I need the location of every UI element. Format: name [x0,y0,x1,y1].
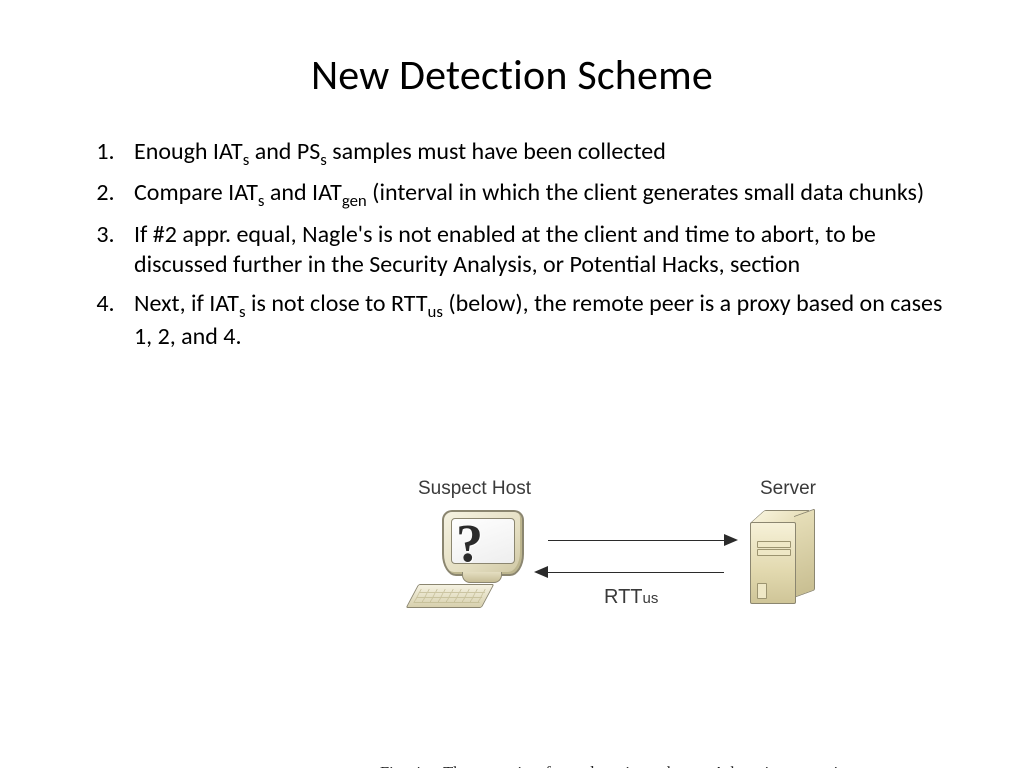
subscript: us [428,301,443,322]
server-front-icon [750,522,796,604]
arrows-icon [548,532,738,586]
figure-number: Fig. 4. [380,763,425,768]
subscript: s [320,149,327,170]
figure-row: ? RTTus [380,506,940,616]
text: samples must have been collected [327,137,666,166]
drive-bay-icon [757,549,791,556]
monitor-icon [442,510,524,576]
subscript: s [239,301,246,322]
keyboard-icon [406,584,495,608]
text: and IAT [264,178,341,207]
text: If #2 appr. equal, Nagle's is not enable… [134,220,876,280]
question-mark-icon: ? [456,516,483,570]
arrow-left-head-icon [534,566,548,578]
suspect-host-icon: ? [412,510,532,610]
drive-bay-icon [757,541,791,548]
figure: Suspect Host Server ? RTTus [380,478,940,768]
rtt-label: RTTus [604,586,658,609]
list-item: If #2 appr. equal, Nagle's is not enable… [120,220,964,281]
server-label: Server [760,478,816,500]
rtt-subscript: us [643,590,659,607]
text: Compare IAT [134,178,258,207]
list-item: Compare IATs and IATgen (interval in whi… [120,178,964,211]
caption-text: The scenario of our detection scheme: A … [380,763,935,768]
server-buttons-icon [757,583,767,599]
rtt-text: RTT [604,586,643,608]
text: and PS [249,137,320,166]
figure-labels: Suspect Host Server [380,478,940,506]
slide: New Detection Scheme Enough IATs and PSs… [0,0,1024,768]
monitor-base-icon [462,572,502,583]
subscript: gen [342,190,367,211]
slide-title: New Detection Scheme [60,50,964,101]
suspect-host-label: Suspect Host [418,478,531,500]
arrow-right-head-icon [724,534,738,546]
list-item: Next, if IATs is not close to RTTus (bel… [120,289,964,353]
text: (interval in which the client generates … [367,178,924,207]
arrow-right-icon [548,540,724,541]
server-icon [750,510,820,606]
list-item: Enough IATs and PSs samples must have be… [120,137,964,170]
text: Next, if IAT [134,289,239,318]
arrow-left-icon [548,572,724,573]
server-side-icon [794,508,815,598]
text: Enough IAT [134,137,243,166]
text: is not close to RTT [246,289,428,318]
figure-caption: Fig. 4.The scenario of our detection sch… [380,762,935,768]
bullet-list: Enough IATs and PSs samples must have be… [60,137,964,353]
